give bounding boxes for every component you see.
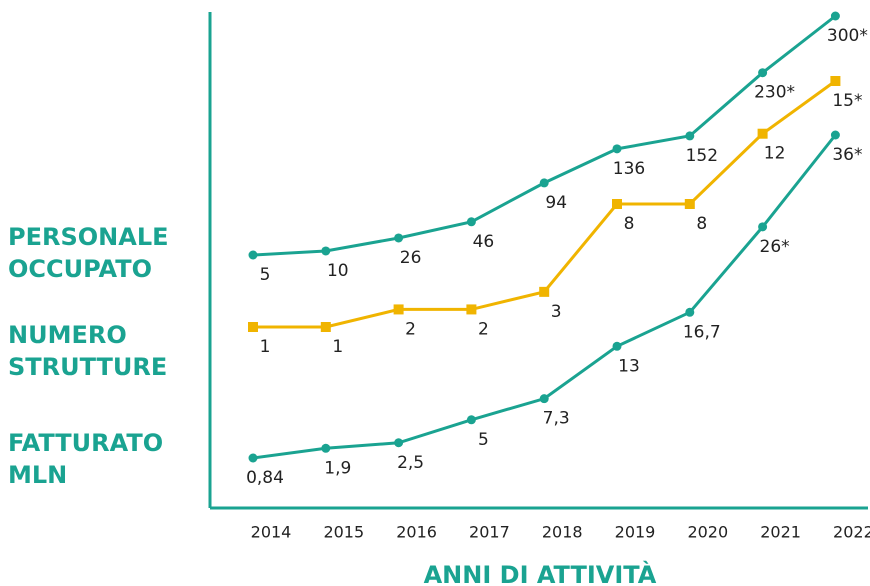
marker	[757, 128, 768, 139]
marker	[539, 286, 550, 297]
data-label: 2	[478, 319, 489, 339]
marker	[248, 453, 258, 463]
data-label: 26	[400, 248, 422, 268]
data-label: 2,5	[397, 453, 424, 473]
marker	[248, 322, 258, 332]
marker	[394, 233, 404, 243]
data-label: 230*	[754, 83, 795, 103]
series-line	[252, 14, 837, 257]
marker	[466, 217, 476, 227]
data-label: 1	[332, 337, 343, 357]
marker	[758, 222, 768, 232]
marker	[321, 443, 331, 453]
x-tick-label: 2017	[469, 523, 510, 542]
x-axis-title: ANNI DI ATTIVITÀ	[424, 560, 657, 586]
x-tick-label: 2022	[833, 523, 870, 542]
marker	[466, 415, 476, 425]
legend-label: PERSONALE OCCUPATO	[8, 223, 169, 283]
marker	[394, 438, 404, 448]
data-label: 16,7	[683, 322, 721, 342]
marker	[321, 246, 331, 256]
marker	[685, 131, 695, 141]
data-label: 36*	[832, 145, 862, 165]
data-label: 1	[260, 337, 271, 357]
marker	[393, 304, 404, 315]
marker	[830, 11, 840, 21]
data-label: 7,3	[543, 409, 570, 429]
data-label: 0,84	[246, 468, 284, 488]
data-label: 13	[618, 356, 640, 376]
x-tick-label: 2016	[396, 523, 437, 542]
legend-label: NUMERO STRUTTURE	[8, 321, 168, 381]
x-tick-label: 2021	[760, 523, 801, 542]
data-label: 5	[260, 265, 271, 285]
marker	[830, 130, 840, 140]
marker	[684, 199, 695, 209]
data-label: 300*	[827, 26, 868, 46]
marker	[685, 307, 695, 317]
data-label: 3	[551, 302, 562, 322]
data-label: 10	[327, 261, 349, 281]
marker	[758, 68, 768, 78]
marker	[539, 394, 549, 404]
data-label: 2	[405, 319, 416, 339]
data-label: 12	[764, 144, 786, 164]
marker	[539, 178, 549, 188]
x-tick-label: 2020	[687, 523, 728, 542]
x-tick-label: 2018	[542, 523, 583, 542]
data-label: 8	[696, 214, 707, 234]
data-label: 1,9	[324, 458, 351, 478]
data-label: 136	[613, 159, 645, 179]
data-label: 26*	[760, 237, 790, 257]
marker	[466, 304, 477, 315]
marker	[612, 144, 622, 154]
data-label: 46	[473, 232, 495, 252]
x-tick-label: 2014	[251, 523, 292, 542]
marker	[612, 341, 622, 351]
marker	[830, 76, 841, 86]
marker	[320, 322, 331, 332]
marker	[248, 250, 258, 260]
legend-label: FATTURATO MLN	[8, 429, 164, 489]
data-label: 152	[686, 146, 718, 166]
x-tick-label: 2019	[615, 523, 656, 542]
data-label: 8	[624, 214, 635, 234]
marker	[612, 199, 622, 209]
data-label: 15*	[832, 91, 862, 111]
data-label: 94	[545, 193, 567, 213]
data-label: 5	[478, 430, 489, 450]
x-tick-label: 2015	[323, 523, 364, 542]
